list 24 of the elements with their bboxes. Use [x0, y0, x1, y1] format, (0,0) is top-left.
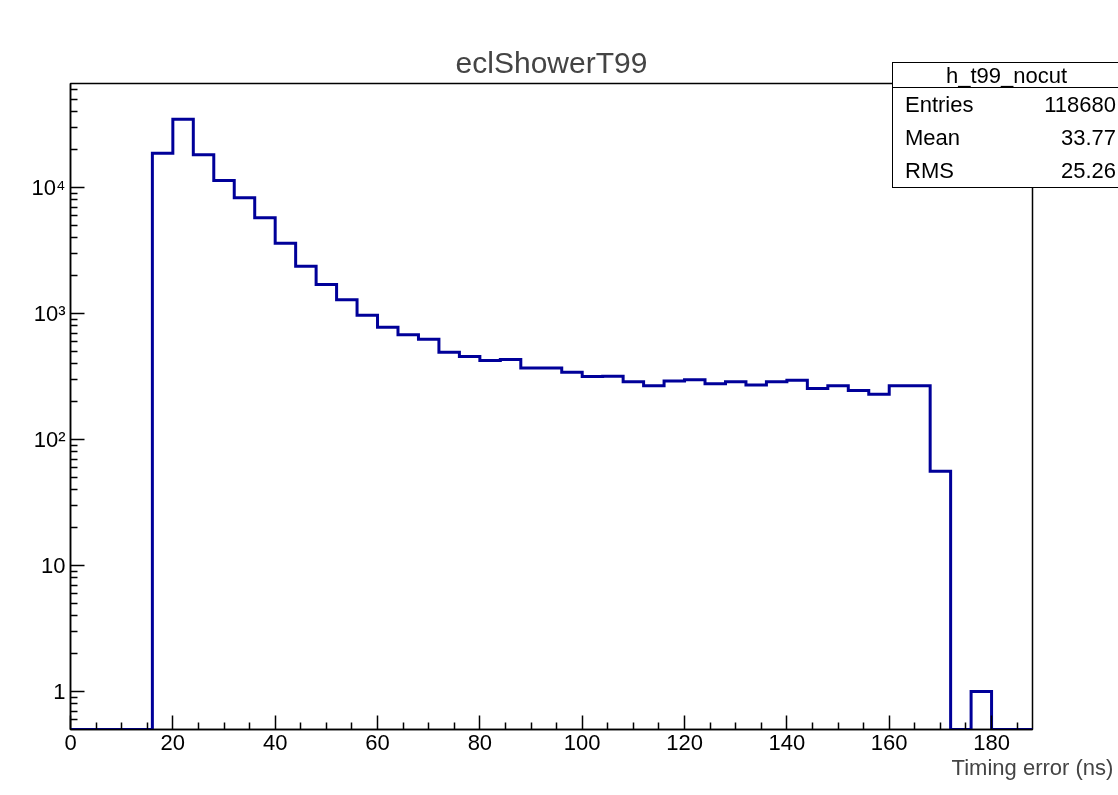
text: 25.26	[1059, 157, 1117, 185]
y-tick-label: 10	[41, 553, 66, 579]
x-tick-label: 120	[666, 729, 703, 755]
x-tick-label: 160	[870, 729, 908, 755]
x-tick-label: 60	[365, 729, 390, 755]
y-tick-label: 10⁴	[31, 175, 66, 201]
x-tick-label: 140	[768, 729, 806, 755]
x-tick-label: 80	[467, 729, 493, 755]
x-tick-label: 40	[262, 729, 288, 755]
x-tick-label: 180	[973, 729, 1010, 755]
annotation: RMS	[904, 157, 955, 185]
y-tick-label: 10²	[33, 427, 66, 453]
annotation: h_t99_nocut	[893, 63, 1118, 88]
annotation: Mean	[904, 124, 962, 152]
text: 33.77	[1059, 124, 1117, 152]
y-tick-label: 1	[53, 679, 66, 705]
x-tick-label: 20	[160, 729, 186, 755]
y-tick-label: 10³	[33, 301, 66, 327]
x-tick-label: 0	[64, 729, 77, 755]
x-tick-label: 100	[563, 729, 601, 755]
text: 118680	[1043, 91, 1117, 119]
annotation: Entries	[904, 91, 975, 119]
chart-title: eclShowerT99	[455, 45, 648, 79]
x-axis-title: Timing error (ns)	[951, 754, 1114, 780]
